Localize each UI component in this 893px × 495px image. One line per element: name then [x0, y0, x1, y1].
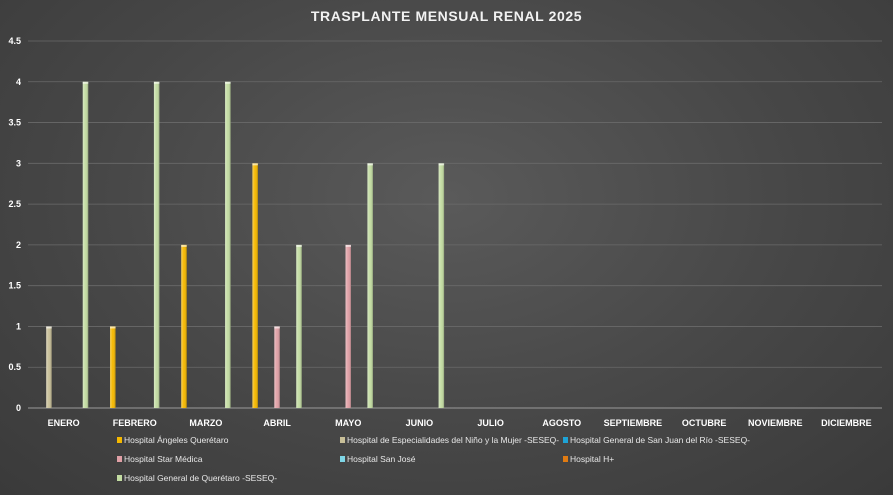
bar-shading [82, 81, 89, 409]
bar-shading [46, 326, 52, 408]
legend-swatch [340, 456, 345, 462]
bar-cap [181, 244, 187, 247]
bar-cap [345, 244, 351, 247]
legend-label: Hospital de Especialidades del Niño y la… [347, 435, 559, 445]
bar-shading [296, 244, 302, 408]
x-tick-label: MARZO [189, 418, 222, 428]
bar-shading [153, 81, 160, 409]
bar-cap [367, 163, 373, 166]
bar-cap [46, 326, 52, 329]
x-tick-label: DICIEMBRE [821, 418, 872, 428]
x-tick-label: ABRIL [263, 418, 291, 428]
bar-shading [110, 326, 116, 408]
legend-label: Hospital H+ [570, 454, 614, 464]
y-tick-label: 1.5 [8, 281, 21, 291]
y-tick-label: 4 [16, 77, 21, 87]
legend-swatch [340, 437, 345, 443]
bar-cap [225, 81, 231, 84]
legend-swatch [563, 437, 568, 443]
bar-cap [296, 244, 302, 247]
bar-shading [225, 81, 231, 409]
y-tick-label: 1 [16, 321, 21, 331]
bar-cap [438, 163, 445, 166]
gridlines [28, 40, 882, 409]
y-tick-label: 2 [16, 240, 21, 250]
legend-swatch [563, 456, 568, 462]
x-tick-label: JULIO [477, 418, 504, 428]
bar-cap [252, 163, 258, 166]
legend: Hospital Ángeles Querétaro Hospital de Es… [117, 435, 750, 483]
bar-shading [367, 163, 373, 408]
bar-shading [252, 163, 258, 408]
bar-shading [274, 326, 280, 408]
bar-cap [153, 81, 160, 84]
x-tick-label: JUNIO [406, 418, 434, 428]
x-tick-label: OCTUBRE [682, 418, 727, 428]
x-tick-label: MAYO [335, 418, 361, 428]
bar-shading [181, 244, 187, 408]
legend-label: Hospital General de Querétaro -SESEQ- [124, 473, 277, 483]
y-tick-label: 2.5 [8, 199, 21, 209]
bar-cap [274, 326, 280, 329]
x-tick-label: ENERO [48, 418, 80, 428]
legend-swatch [117, 437, 122, 443]
x-tick-label: AGOSTO [542, 418, 581, 428]
y-tick-label: 0.5 [8, 362, 21, 372]
x-axis: ENERO FEBRERO MARZO ABRIL MAYO JUNIO JULIO AGOS… [48, 418, 872, 428]
y-tick-label: 3.5 [8, 118, 21, 128]
legend-label: Hospital General de San Juan del Río -SE… [570, 435, 750, 445]
bars [46, 81, 445, 409]
bar-shading [438, 163, 445, 408]
legend-swatch [117, 475, 122, 481]
legend-swatch [117, 456, 122, 462]
y-axis: 0 0.5 1 1.5 2 2.5 3 3.5 4 4.5 [8, 36, 21, 413]
x-tick-label: SEPTIEMBRE [604, 418, 663, 428]
legend-label: Hospital San José [347, 454, 416, 464]
bar-shading [345, 244, 351, 408]
bar-cap [82, 81, 89, 84]
y-tick-label: 4.5 [8, 36, 21, 46]
y-tick-label: 3 [16, 158, 21, 168]
x-tick-label: FEBRERO [113, 418, 157, 428]
y-tick-label: 0 [16, 403, 21, 413]
chart-title: TRASPLANTE MENSUAL RENAL 2025 [310, 8, 583, 24]
x-tick-label: NOVIEMBRE [748, 418, 803, 428]
legend-label: Hospital Star Médica [124, 454, 203, 464]
legend-label: Hospital Ángeles Querétaro [124, 435, 229, 445]
bar-cap [110, 326, 116, 329]
